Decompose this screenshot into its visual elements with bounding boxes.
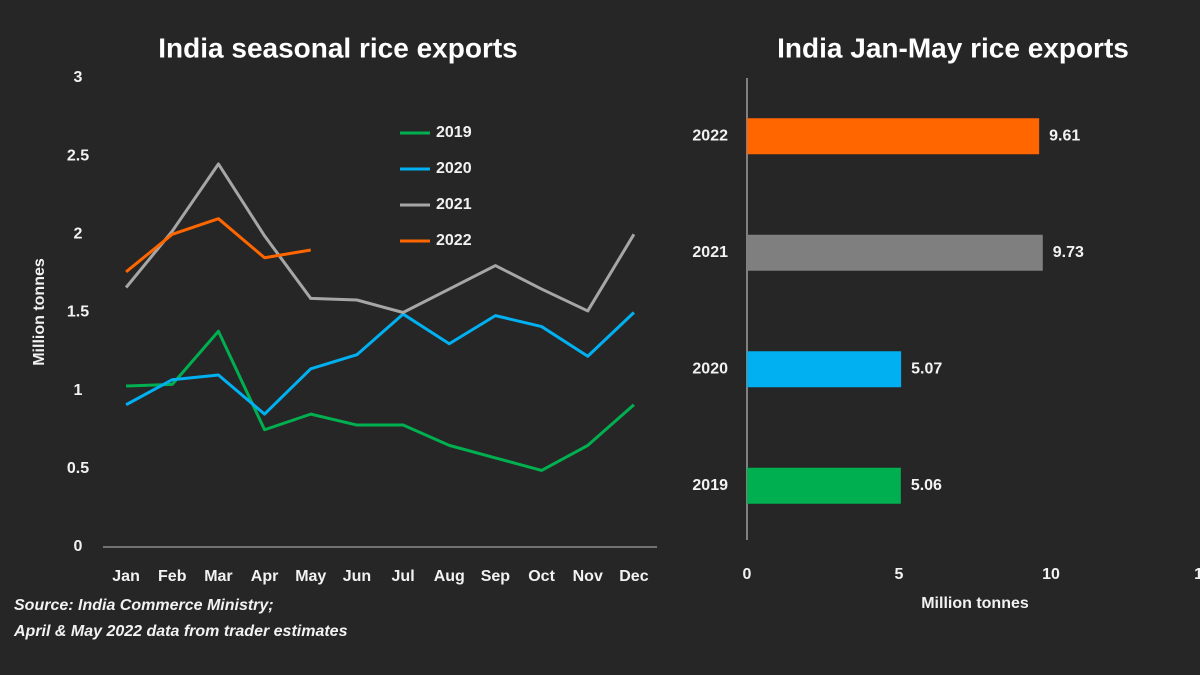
data-label: 9.61 [1049,127,1080,144]
x-tick-label: Aug [434,568,465,585]
footnote: Source: India Commerce Ministry; [14,597,274,614]
bar [747,234,1043,271]
x-tick-label: Jun [343,568,371,585]
x-tick-label: 10 [1042,566,1060,583]
y-tick-label: 1.5 [67,304,89,321]
x-tick-label: 0 [743,566,752,583]
x-tick-label: Feb [158,568,187,585]
x-tick-label: 15 [1194,566,1200,583]
y-tick-label: 2019 [692,477,728,494]
legend-label: 2019 [436,124,472,141]
chart-title: India Jan-May rice exports [777,32,1129,63]
x-tick-label: Sep [481,568,511,585]
y-tick-label: 2020 [692,360,728,377]
x-tick-label: 5 [895,566,904,583]
y-tick-label: 1 [74,382,83,399]
y-tick-label: 0 [74,538,83,555]
data-label: 9.73 [1053,244,1084,261]
footnote: April & May 2022 data from trader estima… [13,623,348,640]
x-tick-label: Nov [573,568,603,585]
x-tick-label: Dec [619,568,648,585]
legend-label: 2021 [436,196,472,213]
y-tick-label: 2 [74,226,83,243]
x-tick-label: May [295,568,326,585]
bar [747,351,902,388]
series-line [125,311,635,416]
y-axis-label: Million tonnes [31,258,48,366]
bar [747,118,1040,155]
y-tick-label: 0.5 [67,460,89,477]
legend-label: 2020 [436,160,472,177]
series-line [126,329,635,472]
x-tick-label: Jul [392,568,415,585]
chart-title: India seasonal rice exports [158,32,518,63]
data-label: 5.07 [911,360,942,377]
y-tick-label: 2.5 [67,147,89,164]
legend-label: 2022 [436,232,472,249]
y-tick-label: 2022 [692,127,728,144]
bar [747,467,901,504]
x-tick-label: Apr [251,568,279,585]
series-line [124,162,636,314]
x-axis-label: Million tonnes [921,595,1029,612]
x-tick-label: Mar [204,568,232,585]
series-line [125,217,312,274]
y-tick-label: 3 [74,69,83,86]
x-tick-label: Jan [112,568,140,585]
data-label: 5.06 [911,477,942,494]
x-tick-label: Oct [528,568,555,585]
y-tick-label: 2021 [692,244,728,261]
